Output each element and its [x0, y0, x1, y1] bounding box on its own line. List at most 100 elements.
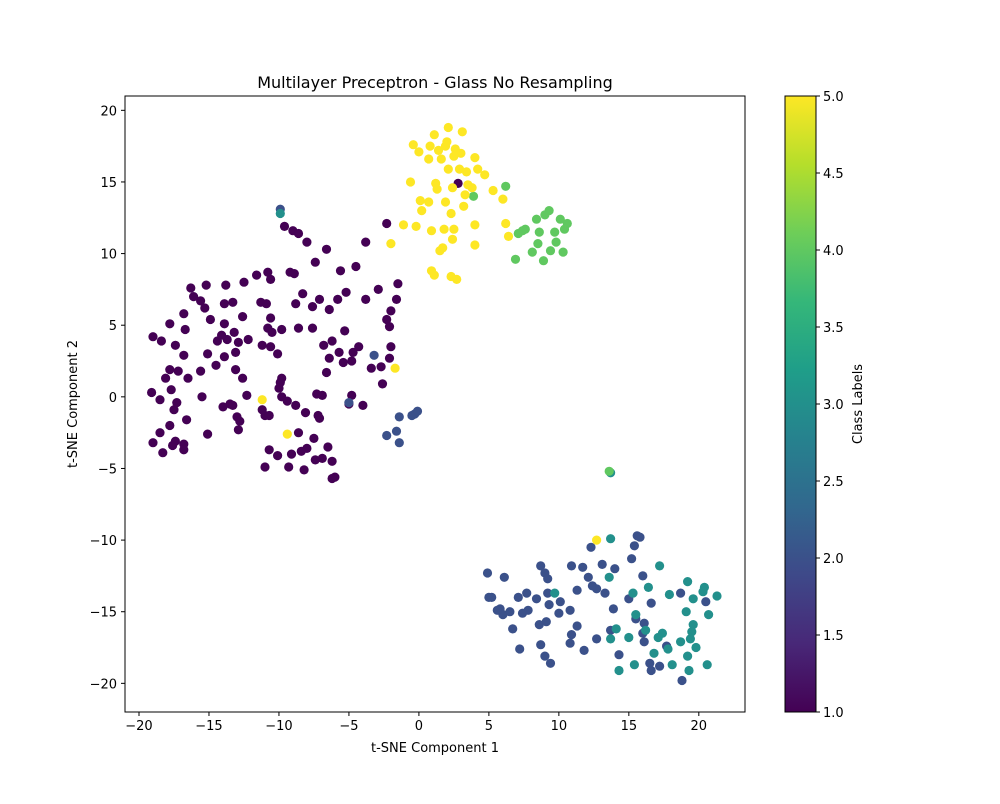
data-point [148, 438, 158, 448]
data-point [293, 228, 304, 239]
data-point [286, 449, 297, 459]
data-point [667, 660, 677, 670]
data-point [298, 289, 308, 299]
data-point [555, 597, 565, 607]
x-tick-label: 10 [551, 719, 568, 734]
data-point [361, 294, 371, 304]
data-point [273, 451, 283, 461]
data-point [538, 256, 549, 266]
data-point [482, 568, 493, 578]
data-point [527, 247, 537, 257]
data-point [565, 605, 575, 615]
data-point [543, 574, 553, 584]
data-point [638, 571, 648, 581]
data-point [522, 588, 532, 598]
data-point [544, 600, 554, 610]
data-point [338, 357, 348, 368]
data-point [624, 632, 634, 643]
colorbar [785, 96, 816, 712]
data-point [449, 224, 459, 234]
data-point [391, 294, 402, 304]
data-point [335, 266, 346, 276]
data-point [242, 390, 252, 400]
data-point [228, 400, 238, 410]
data-point [606, 634, 616, 644]
data-point [579, 645, 589, 656]
data-point [646, 598, 656, 608]
data-point [260, 462, 270, 472]
data-point [551, 237, 561, 247]
data-point [173, 366, 183, 376]
data-point [468, 191, 479, 201]
data-point [543, 588, 553, 598]
data-point [261, 299, 271, 309]
data-point [639, 618, 649, 628]
data-point [492, 605, 502, 615]
data-point [443, 122, 453, 133]
data-point [606, 534, 616, 544]
data-point [323, 442, 333, 452]
data-point [702, 660, 712, 670]
data-point [382, 430, 392, 441]
data-point [300, 408, 311, 418]
data-point [614, 665, 624, 676]
data-point [390, 363, 400, 373]
data-point [559, 224, 570, 234]
data-point [515, 644, 525, 654]
data-point [688, 594, 698, 604]
data-point [183, 373, 193, 383]
data-point [531, 214, 542, 224]
data-point [508, 624, 518, 634]
data-point [405, 177, 416, 187]
y-tick-label: 15 [100, 176, 117, 191]
data-point [334, 347, 344, 357]
data-point [317, 390, 327, 400]
data-point [264, 410, 274, 421]
data-point [558, 247, 568, 257]
data-point [631, 610, 641, 620]
data-point [179, 309, 189, 319]
data-point [211, 360, 221, 370]
data-point [273, 349, 283, 359]
data-point [417, 206, 427, 216]
data-point [391, 426, 402, 436]
x-axis: −20 −15 −10 −5 0 5 10 15 20 [125, 712, 707, 734]
data-point [505, 607, 515, 617]
data-point [239, 277, 249, 287]
data-point [698, 587, 708, 597]
data-point [317, 453, 327, 463]
data-point [540, 651, 550, 661]
data-point [165, 365, 175, 375]
data-point [677, 675, 687, 686]
data-point [470, 153, 480, 163]
data-point [299, 465, 309, 475]
data-point [274, 383, 284, 393]
x-tick-label: −15 [195, 719, 222, 734]
data-point [289, 269, 299, 279]
data-point [436, 154, 446, 164]
data-point [386, 306, 396, 316]
data-point [433, 145, 444, 155]
data-point [361, 237, 371, 247]
colorbar-tick-label: 4.5 [823, 167, 844, 182]
data-point [627, 554, 637, 564]
data-point [275, 208, 285, 219]
data-point [203, 349, 213, 359]
y-tick-label: 0 [109, 391, 117, 406]
data-point [386, 342, 396, 352]
data-point [439, 224, 449, 234]
data-point [583, 572, 593, 582]
data-point [386, 239, 396, 249]
y-tick-label: 20 [100, 104, 117, 119]
data-point [344, 398, 354, 408]
data-point [614, 650, 624, 660]
data-point [376, 362, 386, 372]
data-point [186, 283, 196, 293]
data-point [604, 466, 614, 476]
data-point [319, 340, 329, 350]
data-point [264, 445, 274, 455]
data-point [691, 642, 701, 653]
data-point [412, 406, 423, 416]
data-point [461, 167, 472, 177]
